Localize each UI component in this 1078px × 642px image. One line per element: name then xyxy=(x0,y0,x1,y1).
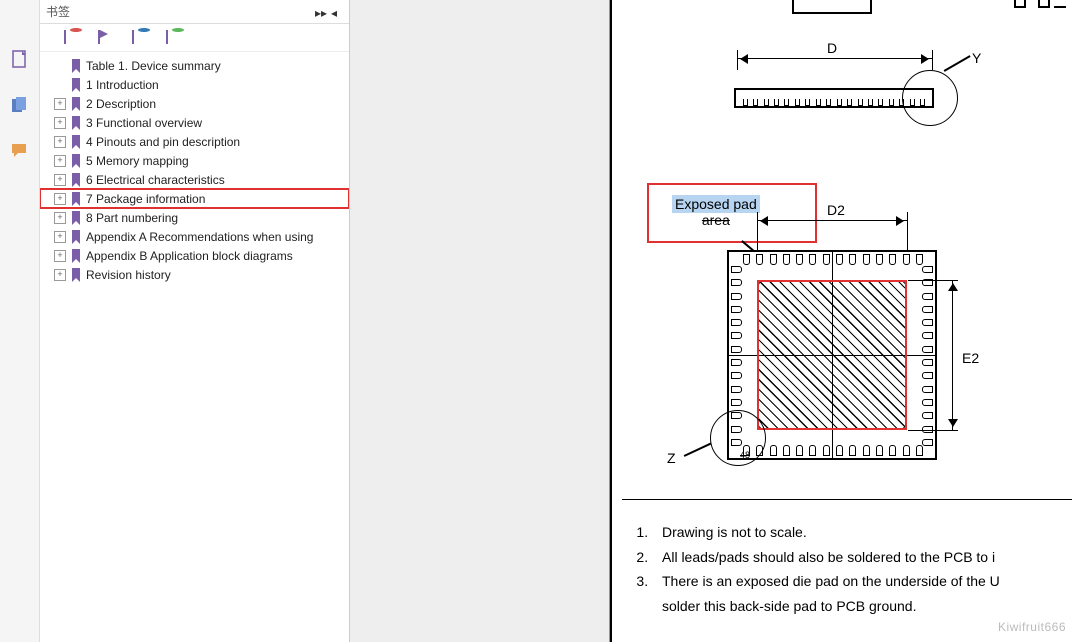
watermark-text: Kiwifruit666 xyxy=(998,620,1066,634)
bookmark-label: Appendix A Recommendations when using xyxy=(86,230,313,244)
expander-icon[interactable]: + xyxy=(54,98,66,110)
note-2: All leads/pads should also be soldered t… xyxy=(652,545,1000,570)
bookmark-tree: Table 1. Device summary 1 Introduction +2 … xyxy=(40,52,349,642)
bookmark-item[interactable]: +7 Package information xyxy=(40,189,349,208)
bookmark-item[interactable]: +6 Electrical characteristics xyxy=(40,170,349,189)
bookmark-label: 6 Electrical characteristics xyxy=(86,173,225,187)
bookmark-tool-delete-icon[interactable] xyxy=(64,30,80,46)
page-thumb-icon[interactable] xyxy=(11,50,29,68)
pages-icon[interactable] xyxy=(11,96,29,114)
drawing-fragment-top-right xyxy=(1014,0,1066,8)
note-3: There is an exposed die pad on the under… xyxy=(652,569,1000,618)
bookmark-ribbon-icon xyxy=(70,268,82,282)
bookmark-ribbon-icon xyxy=(70,116,82,130)
sidebar-header: 书签 ▸▸ ◂ xyxy=(40,0,349,24)
bookmarks-sidebar: 书签 ▸▸ ◂ Table 1. Device summary 1 Introdu… xyxy=(40,0,350,642)
bookmark-ribbon-icon xyxy=(70,192,82,206)
expander-icon[interactable]: + xyxy=(54,269,66,281)
bookmark-item[interactable]: Table 1. Device summary xyxy=(40,56,349,75)
bookmark-tool-refresh-icon[interactable] xyxy=(166,30,182,46)
bookmark-ribbon-icon xyxy=(70,78,82,92)
bookmark-item[interactable]: +2 Description xyxy=(40,94,349,113)
drawing-notes: Drawing is not to scale. All leads/pads … xyxy=(634,520,1000,618)
viewer-gutter xyxy=(350,0,610,642)
bookmark-ribbon-icon xyxy=(70,59,82,73)
expander-icon[interactable]: + xyxy=(54,155,66,167)
bookmark-label: 7 Package information xyxy=(86,192,205,206)
expander-icon[interactable]: + xyxy=(54,250,66,262)
note-1: Drawing is not to scale. xyxy=(652,520,1000,545)
bookmark-ribbon-icon xyxy=(70,97,82,111)
comment-icon[interactable] xyxy=(11,142,29,160)
bookmark-tool-add-icon[interactable] xyxy=(132,30,148,46)
bookmark-ribbon-icon xyxy=(70,173,82,187)
bookmark-item[interactable]: + Revision history xyxy=(40,265,349,284)
bookmark-label: Table 1. Device summary xyxy=(86,59,221,73)
bookmark-item[interactable]: + Appendix B Application block diagrams xyxy=(40,246,349,265)
bookmark-ribbon-icon xyxy=(70,249,82,263)
bookmark-ribbon-icon xyxy=(70,230,82,244)
bookmark-label: 3 Functional overview xyxy=(86,116,202,130)
sidebar-nav-back-icon[interactable]: ◂ xyxy=(331,6,343,18)
expander-icon[interactable]: + xyxy=(54,136,66,148)
expander-icon[interactable]: + xyxy=(54,174,66,186)
bookmark-label: 4 Pinouts and pin description xyxy=(86,135,240,149)
bookmark-label: 2 Description xyxy=(86,97,156,111)
bookmark-item[interactable]: + Appendix A Recommendations when using xyxy=(40,227,349,246)
bookmark-label: 8 Part numbering xyxy=(86,211,178,225)
bookmark-item[interactable]: +5 Memory mapping xyxy=(40,151,349,170)
bookmark-item[interactable]: 1 Introduction xyxy=(40,75,349,94)
bookmark-toolbar xyxy=(40,24,349,52)
bookmark-ribbon-icon xyxy=(70,135,82,149)
bookmark-ribbon-icon xyxy=(70,211,82,225)
drawing-page: D Y Exposed pad area D2 xyxy=(612,0,1078,642)
bookmark-ribbon-icon xyxy=(70,154,82,168)
document-view[interactable]: D Y Exposed pad area D2 xyxy=(610,0,1078,642)
app-icon-strip xyxy=(0,0,40,642)
drawing-frame-border xyxy=(622,10,1072,500)
bookmark-item[interactable]: +8 Part numbering xyxy=(40,208,349,227)
bookmark-item[interactable]: +3 Functional overview xyxy=(40,113,349,132)
bookmark-label: Revision history xyxy=(86,268,171,282)
expander-icon[interactable]: + xyxy=(54,193,66,205)
bookmark-tool-flag-icon[interactable] xyxy=(98,30,114,46)
expander-icon[interactable]: + xyxy=(54,231,66,243)
bookmark-label: 5 Memory mapping xyxy=(86,154,189,168)
bookmark-label: Appendix B Application block diagrams xyxy=(86,249,293,263)
bookmark-label: 1 Introduction xyxy=(86,78,159,92)
expander-icon[interactable]: + xyxy=(54,117,66,129)
expander-icon xyxy=(54,60,66,72)
expander-icon xyxy=(54,79,66,91)
sidebar-title: 书签 xyxy=(46,3,70,20)
bookmark-item[interactable]: +4 Pinouts and pin description xyxy=(40,132,349,151)
sidebar-nav-forward-icon[interactable]: ▸▸ xyxy=(315,6,327,18)
expander-icon[interactable]: + xyxy=(54,212,66,224)
